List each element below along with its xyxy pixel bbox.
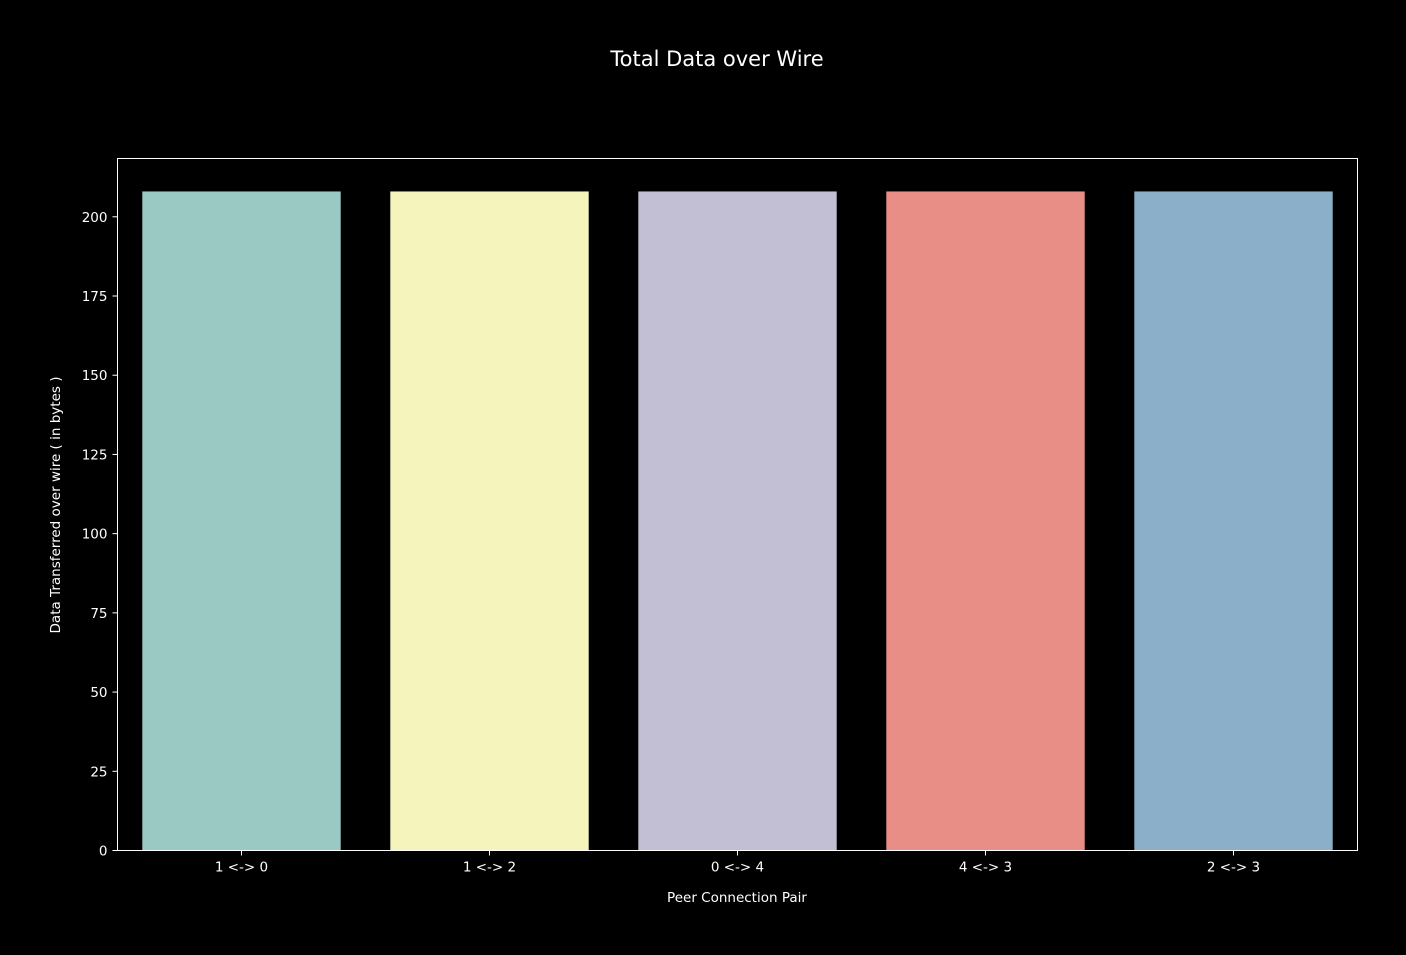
y-tick-label: 50 [90, 685, 107, 701]
bar-2 [638, 191, 837, 851]
bar-0 [142, 191, 341, 851]
y-tick-label: 200 [82, 210, 108, 226]
x-tick-label: 0 <-> 4 [711, 860, 764, 876]
x-tick-label: 1 <-> 2 [463, 860, 516, 876]
y-tick-label: 100 [82, 527, 108, 543]
bar-1 [390, 191, 589, 851]
y-tick-label: 125 [82, 447, 108, 463]
y-tick-label: 75 [90, 606, 107, 622]
y-axis-label: Data Transferred over wire ( in bytes ) [48, 377, 64, 634]
plot-frame [117, 158, 1358, 851]
x-tick-label: 4 <-> 3 [959, 860, 1012, 876]
y-tick-label: 25 [90, 764, 107, 780]
x-axis-label: Peer Connection Pair [667, 890, 807, 906]
y-tick-label: 150 [82, 368, 108, 384]
x-tick-label: 2 <-> 3 [1207, 860, 1260, 876]
chart-title: Total Data over Wire [609, 47, 823, 71]
y-tick-label: 0 [99, 844, 108, 860]
x-tick-label: 1 <-> 0 [215, 860, 268, 876]
x-axis-ticks: 1 <-> 0 1 <-> 2 0 <-> 4 4 <-> 3 2 <-> 3 [215, 850, 1260, 876]
y-tick-label: 175 [82, 289, 108, 305]
bar-3 [886, 191, 1085, 851]
y-axis-ticks: 0 25 50 75 100 125 150 175 200 [82, 210, 118, 860]
bars-group [142, 191, 1333, 851]
bar-4 [1134, 191, 1333, 851]
